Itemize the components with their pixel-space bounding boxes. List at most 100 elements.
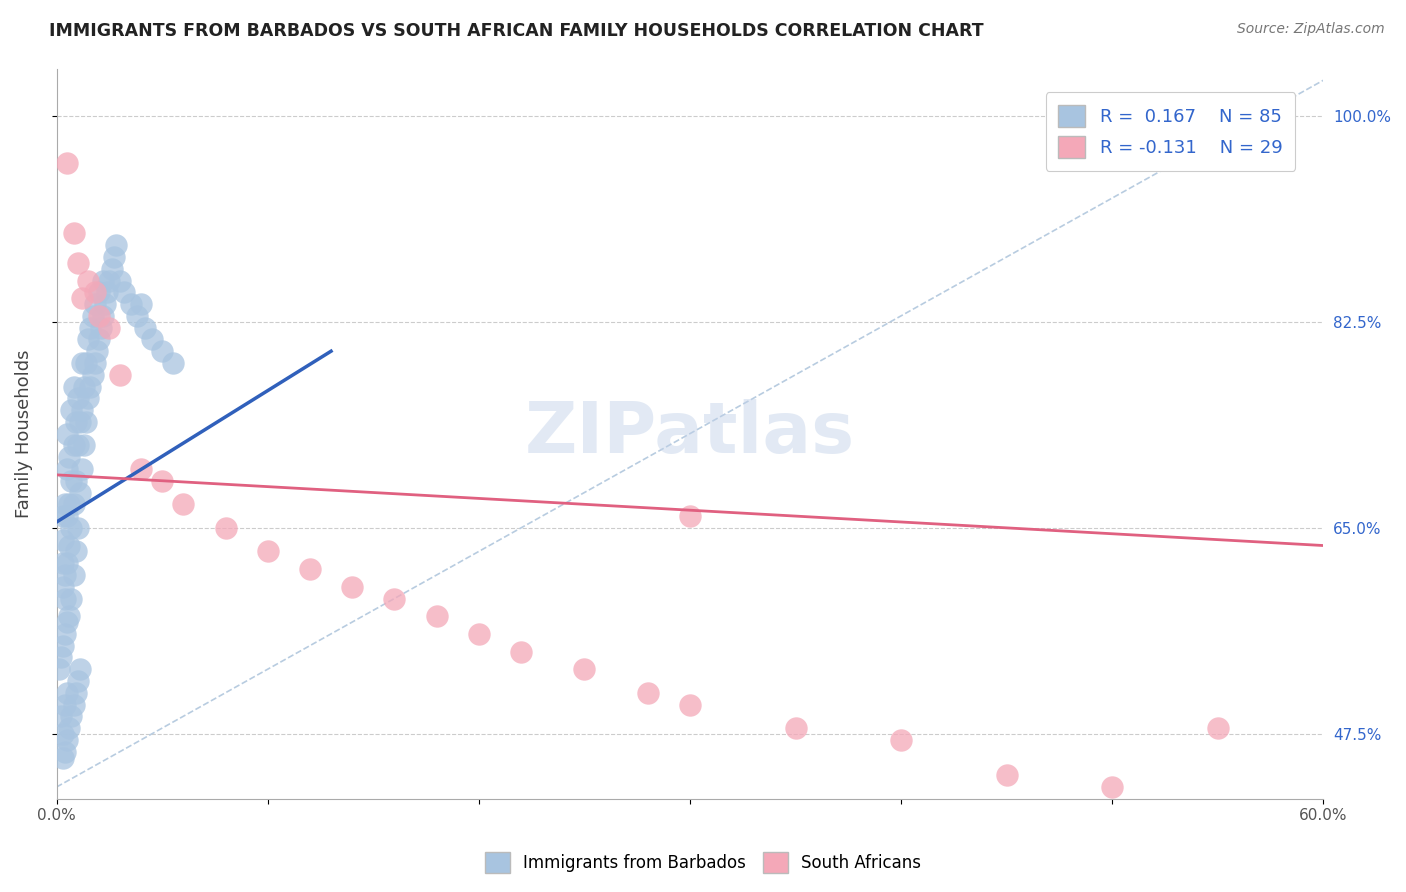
Point [62,379,84,393]
Text: Source: ZipAtlas.com: Source: ZipAtlas.com [1237,22,1385,37]
Point [58,539,80,553]
Point [79,320,101,334]
Point [52,750,75,764]
Point [103,250,125,264]
Point [150,344,173,359]
Point [58,609,80,624]
Point [83,356,105,370]
Point [60,403,83,417]
Point [66,392,89,406]
Point [637,686,659,700]
Point [52,509,75,524]
Point [56,426,79,441]
Y-axis label: Family Households: Family Households [15,350,32,518]
Point [66,521,89,535]
Point [141,333,163,347]
Point [75,415,97,429]
Point [91,273,114,287]
Point [98,273,121,287]
Point [77,273,100,287]
Point [69,662,91,676]
Point [49,709,72,723]
Point [384,591,406,606]
Point [679,698,702,712]
Point [65,686,87,700]
Point [87,285,110,300]
Point [65,415,87,429]
Point [83,297,105,311]
Point [108,368,131,382]
Point [129,297,152,311]
Point [60,474,83,488]
Point [995,768,1018,782]
Point [98,320,121,334]
Point [91,309,114,323]
Point [53,591,76,606]
Point [53,627,76,641]
Point [62,438,84,452]
Point [53,568,76,582]
Point [426,609,449,624]
Point [56,509,79,524]
Point [468,627,491,641]
Point [62,698,84,712]
Point [340,580,363,594]
Point [100,261,122,276]
Point [87,333,110,347]
Point [56,615,79,629]
Point [1101,780,1123,794]
Point [86,344,108,359]
Point [53,698,76,712]
Point [256,544,278,558]
Point [66,256,89,270]
Point [94,297,117,311]
Point [60,709,83,723]
Point [52,639,75,653]
Point [83,285,105,300]
Point [60,521,83,535]
Point [58,450,80,465]
Point [49,650,72,665]
Point [52,727,75,741]
Point [73,379,96,393]
Text: ZIPatlas: ZIPatlas [524,399,855,468]
Point [73,438,96,452]
Point [65,544,87,558]
Point [65,474,87,488]
Point [70,462,93,476]
Point [77,333,100,347]
Point [77,392,100,406]
Point [62,497,84,511]
Point [66,673,89,688]
Point [52,533,75,547]
Point [66,438,89,452]
Point [150,474,173,488]
Point [87,309,110,323]
Point [62,568,84,582]
Point [48,662,70,676]
Point [58,497,80,511]
Point [56,686,79,700]
Point [70,356,93,370]
Point [56,556,79,570]
Text: IMMIGRANTS FROM BARBADOS VS SOUTH AFRICAN FAMILY HOUSEHOLDS CORRELATION CHART: IMMIGRANTS FROM BARBADOS VS SOUTH AFRICA… [49,22,984,40]
Point [90,320,112,334]
Point [79,379,101,393]
Point [53,745,76,759]
Point [129,462,152,476]
Point [58,721,80,735]
Point [53,497,76,511]
Point [96,285,118,300]
Point [134,320,156,334]
Legend: Immigrants from Barbados, South Africans: Immigrants from Barbados, South Africans [478,846,928,880]
Point [69,415,91,429]
Point [679,509,702,524]
Point [69,485,91,500]
Point [75,356,97,370]
Point [104,238,127,252]
Point [214,521,236,535]
Point [70,291,93,305]
Legend: R =  0.167    N = 85, R = -0.131    N = 29: R = 0.167 N = 85, R = -0.131 N = 29 [1046,92,1295,170]
Point [510,644,533,658]
Point [60,591,83,606]
